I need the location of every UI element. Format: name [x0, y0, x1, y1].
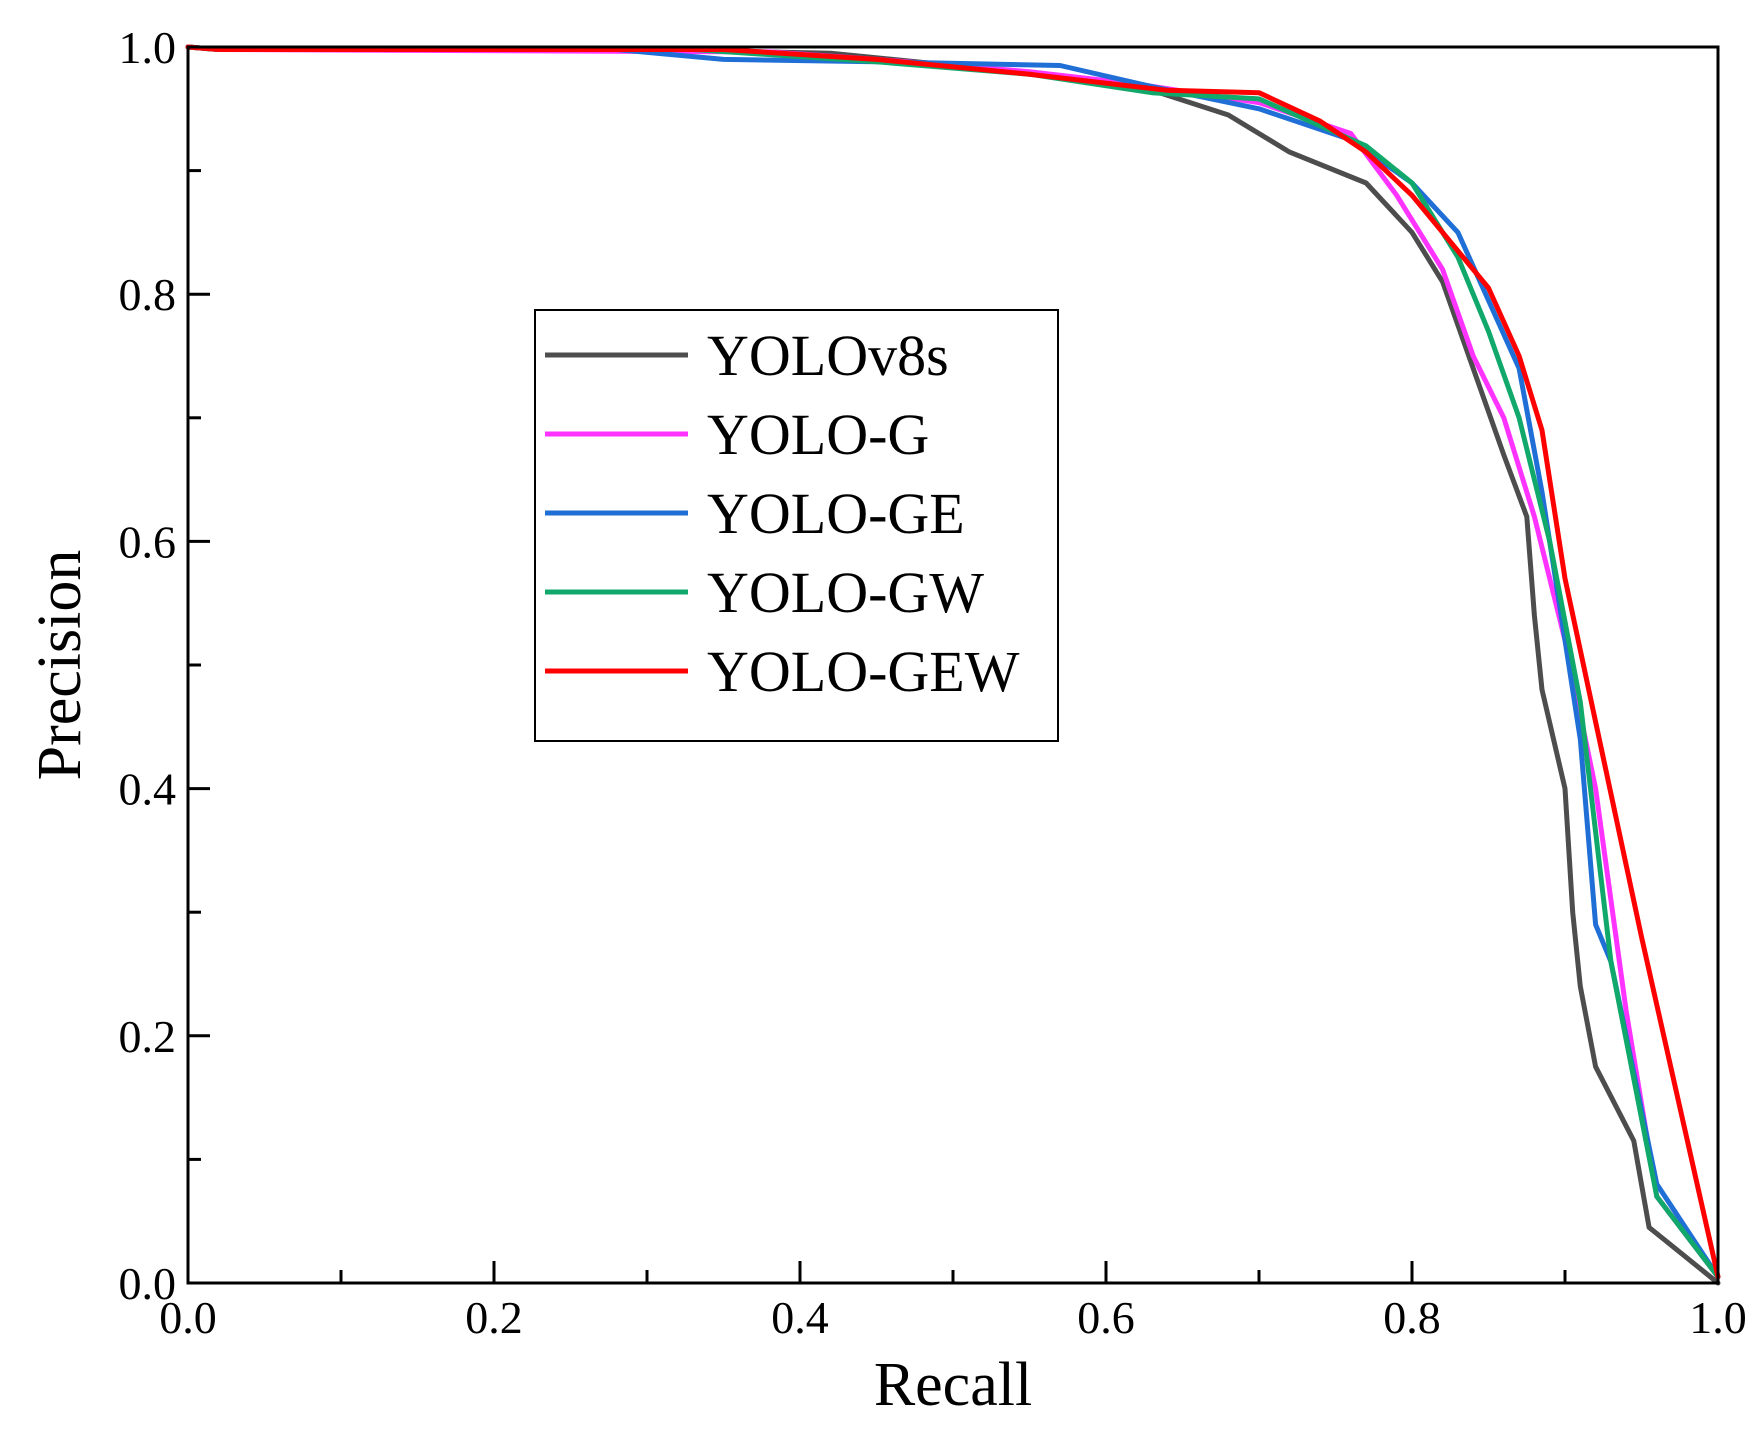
legend-label: YOLO-GE	[707, 481, 965, 546]
y-tick-label: 0.8	[119, 269, 177, 320]
x-axis-title: Recall	[874, 1351, 1032, 1419]
legend-label: YOLO-GEW	[707, 639, 1020, 704]
y-tick-label: 0.2	[119, 1011, 177, 1062]
y-tick-label: 0.4	[119, 764, 177, 815]
legend-label: YOLO-GW	[707, 560, 984, 625]
y-tick-label: 1.0	[119, 22, 177, 73]
legend-label: YOLO-G	[707, 402, 929, 467]
y-tick-label: 0.0	[119, 1258, 177, 1309]
series-line-yolo-gew	[185, 44, 1721, 1280]
x-tick-label: 0.0	[159, 1292, 217, 1343]
y-tick-label: 0.6	[119, 516, 177, 567]
ticks-layer: 0.0 0.2 0.4 0.6 0.8 1.0 0.0 0.2 0.4 0.6 0.8 1.0	[119, 22, 1747, 1343]
x-tick-label: 0.4	[771, 1292, 829, 1343]
y-axis-title: Precision	[26, 550, 94, 781]
legend-label: YOLOv8s	[707, 323, 949, 388]
series-layer	[185, 44, 1721, 1286]
x-tick-label: 1.0	[1689, 1292, 1747, 1343]
legend: YOLOv8s YOLO-G YOLO-GE YOLO-GW YOLO-GEW	[534, 309, 1059, 742]
x-tick-label: 0.6	[1077, 1292, 1135, 1343]
x-tick-label: 0.8	[1383, 1292, 1441, 1343]
x-tick-label: 0.2	[465, 1292, 523, 1343]
